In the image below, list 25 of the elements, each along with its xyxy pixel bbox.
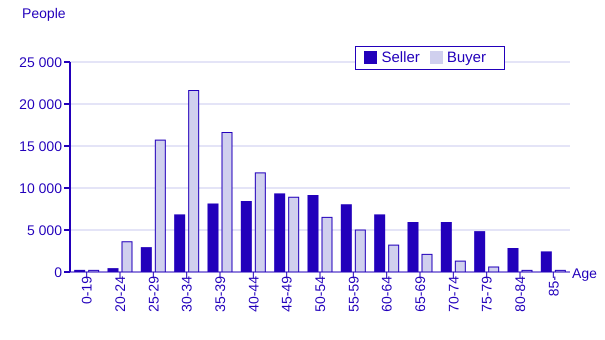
y-axis-title: People — [22, 5, 66, 21]
x-tick-label: 35-39 — [212, 276, 228, 312]
y-tick-label: 20 000 — [19, 96, 62, 112]
x-tick-label: 80-84 — [512, 276, 528, 312]
y-tick-label: 25 000 — [19, 54, 62, 70]
y-tick-label: 10 000 — [19, 180, 62, 196]
x-tick-label: 30-34 — [178, 276, 195, 312]
x-tick-label: 50-54 — [312, 276, 328, 312]
x-tick-label: 70-74 — [445, 276, 462, 312]
y-tick-label: 0 — [54, 264, 62, 280]
y-tick-label: 5 000 — [26, 222, 62, 238]
x-axis-title: Age — [572, 265, 597, 281]
x-tick-label: 65-69 — [412, 276, 428, 312]
x-tick-label: 75-79 — [478, 276, 495, 312]
x-tick-label: 55-59 — [345, 276, 362, 312]
legend-label: Seller — [381, 49, 420, 66]
x-tick-label: 85- — [545, 276, 562, 296]
y-tick-label: 15 000 — [19, 138, 62, 154]
x-tick-label: 0-19 — [78, 276, 95, 304]
legend-label: Buyer — [446, 49, 486, 66]
x-tick-label: 60-64 — [378, 276, 395, 312]
x-tick-label: 40-44 — [245, 276, 262, 312]
x-tick-label: 45-49 — [278, 276, 295, 312]
x-tick-label: 20-24 — [112, 276, 128, 312]
x-tick-label: 25-29 — [145, 276, 162, 312]
